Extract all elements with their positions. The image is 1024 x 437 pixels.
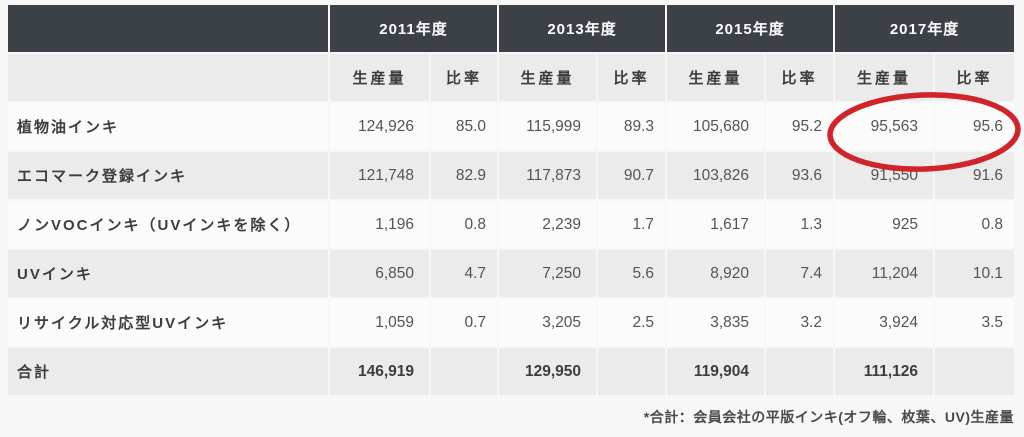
cell-production: 3,205 (499, 299, 597, 346)
cell-production: 91,550 (835, 152, 934, 199)
table-row: エコマーク登録インキ 121,748 82.9 117,873 90.7 103… (8, 152, 1015, 199)
cell-total-production: 146,919 (330, 348, 429, 395)
year-header-2013: 2013年度 (499, 5, 666, 52)
year-header-row: 2011年度 2013年度 2015年度 2017年度 (8, 5, 1015, 52)
ratio-header: 比率 (431, 54, 498, 101)
corner-cell (8, 5, 328, 52)
cell-ratio: 0.7 (431, 299, 498, 346)
cell-production: 925 (835, 201, 934, 248)
cell-ratio: 1.7 (598, 201, 666, 248)
cell-production: 1,059 (330, 299, 429, 346)
cell-ratio: 5.6 (598, 250, 666, 297)
cell-total-production: 119,904 (667, 348, 765, 395)
cell-ratio: 95.2 (766, 103, 834, 150)
cell-ratio-highlighted: 95.6 (935, 103, 1015, 150)
cell-total-production: 129,950 (499, 348, 597, 395)
cell-ratio: 89.3 (598, 103, 666, 150)
cell-ratio: 10.1 (935, 250, 1015, 297)
cell-ratio: 3.5 (935, 299, 1015, 346)
cell-ratio: 0.8 (431, 201, 498, 248)
row-label: エコマーク登録インキ (8, 152, 328, 199)
table-row: ノンVOCインキ（UVインキを除く） 1,196 0.8 2,239 1.7 1… (8, 201, 1015, 248)
table-row: 植物油インキ 124,926 85.0 115,999 89.3 105,680… (8, 103, 1015, 150)
cell-ratio: 90.7 (598, 152, 666, 199)
year-header-2011: 2011年度 (330, 5, 498, 52)
table-row: UVインキ 6,850 4.7 7,250 5.6 8,920 7.4 11,2… (8, 250, 1015, 297)
cell-production: 3,835 (667, 299, 765, 346)
cell-ratio: 93.6 (766, 152, 834, 199)
table-row: リサイクル対応型UVインキ 1,059 0.7 3,205 2.5 3,835 … (8, 299, 1015, 346)
cell-total-ratio (935, 348, 1015, 395)
metric-header-blank (8, 54, 328, 101)
cell-ratio: 3.2 (766, 299, 834, 346)
cell-ratio: 1.3 (766, 201, 834, 248)
production-header: 生産量 (330, 54, 429, 101)
total-label: 合計 (8, 348, 328, 395)
ink-production-table: 2011年度 2013年度 2015年度 2017年度 生産量 比率 生産量 比… (6, 3, 1016, 397)
row-label: 植物油インキ (8, 103, 328, 150)
cell-production: 6,850 (330, 250, 429, 297)
cell-production: 117,873 (499, 152, 597, 199)
production-header: 生産量 (499, 54, 597, 101)
cell-ratio: 0.8 (935, 201, 1015, 248)
ratio-header: 比率 (598, 54, 666, 101)
row-label: ノンVOCインキ（UVインキを除く） (8, 201, 328, 248)
cell-production-highlighted: 95,563 (835, 103, 934, 150)
cell-production: 7,250 (499, 250, 597, 297)
year-header-2017: 2017年度 (835, 5, 1015, 52)
cell-total-production: 111,126 (835, 348, 934, 395)
production-header: 生産量 (667, 54, 765, 101)
cell-production: 1,617 (667, 201, 765, 248)
total-row: 合計 146,919 129,950 119,904 111,126 (8, 348, 1015, 395)
cell-ratio: 85.0 (431, 103, 498, 150)
cell-ratio: 91.6 (935, 152, 1015, 199)
cell-production: 3,924 (835, 299, 934, 346)
cell-ratio: 7.4 (766, 250, 834, 297)
ratio-header: 比率 (766, 54, 834, 101)
page: 2011年度 2013年度 2015年度 2017年度 生産量 比率 生産量 比… (0, 3, 1024, 437)
cell-production: 115,999 (499, 103, 597, 150)
cell-production: 1,196 (330, 201, 429, 248)
cell-total-ratio (598, 348, 666, 395)
cell-production: 11,204 (835, 250, 934, 297)
cell-total-ratio (766, 348, 834, 395)
cell-production: 105,680 (667, 103, 765, 150)
cell-production: 2,239 (499, 201, 597, 248)
ratio-header: 比率 (935, 54, 1015, 101)
cell-ratio: 2.5 (598, 299, 666, 346)
cell-production: 8,920 (667, 250, 765, 297)
metric-header-row: 生産量 比率 生産量 比率 生産量 比率 生産量 比率 (8, 54, 1015, 101)
cell-total-ratio (431, 348, 498, 395)
row-label: UVインキ (8, 250, 328, 297)
cell-ratio: 82.9 (431, 152, 498, 199)
row-label: リサイクル対応型UVインキ (8, 299, 328, 346)
production-header: 生産量 (835, 54, 934, 101)
cell-production: 124,926 (330, 103, 429, 150)
cell-ratio: 4.7 (431, 250, 498, 297)
footnote: *合計：会員会社の平版インキ(オフ輪、枚葉、UV)生産量 (643, 409, 1014, 425)
cell-production: 103,826 (667, 152, 765, 199)
year-header-2015: 2015年度 (667, 5, 834, 52)
cell-production: 121,748 (330, 152, 429, 199)
